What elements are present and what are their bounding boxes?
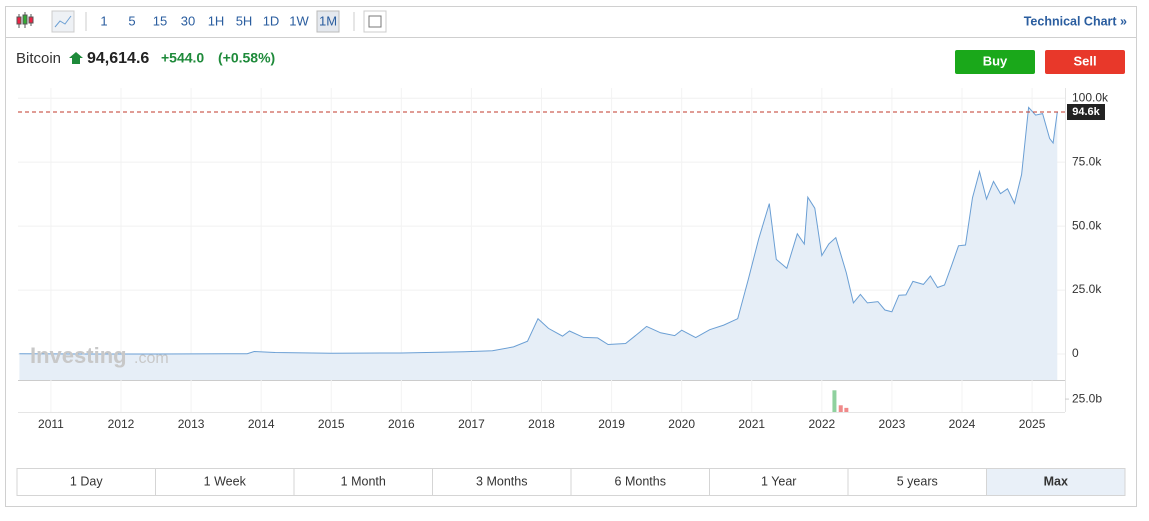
range-button[interactable] — [570, 468, 710, 496]
y-tick-label: 0 — [1072, 346, 1079, 360]
range-button[interactable] — [847, 468, 987, 496]
technical-chart-link[interactable]: Technical Chart » — [1024, 14, 1127, 28]
interval-button[interactable]: 5 — [128, 13, 135, 28]
settings-icon[interactable] — [363, 10, 387, 33]
interval-button[interactable]: 15 — [153, 13, 167, 28]
x-tick-label: 2024 — [949, 417, 976, 431]
x-tick-label: 2019 — [598, 417, 625, 431]
x-tick-label: 2014 — [248, 417, 275, 431]
range-label: Max — [1044, 474, 1068, 488]
instrument-name: Bitcoin — [16, 50, 61, 67]
volume-bar — [844, 407, 849, 412]
range-button[interactable] — [293, 468, 433, 496]
change-percent: (+0.58%) — [218, 50, 275, 66]
range-button[interactable] — [16, 468, 156, 496]
range-button[interactable] — [432, 468, 572, 496]
settings-glyph — [368, 15, 382, 28]
area-icon-line — [54, 15, 72, 28]
up-arrow — [69, 52, 83, 64]
interval-button[interactable]: 1M — [319, 13, 337, 28]
range-button[interactable] — [155, 468, 295, 496]
price: 94,614.6 — [87, 50, 149, 67]
x-tick-label: 2020 — [668, 417, 695, 431]
x-tick-label: 2011 — [38, 417, 64, 431]
price-line — [19, 106, 1058, 355]
range-label: 1 Month — [341, 474, 386, 488]
x-tick-label: 2021 — [738, 417, 765, 431]
watermark: Investing — [30, 343, 127, 368]
interval-active — [316, 10, 340, 33]
range-label: 6 Months — [615, 474, 666, 488]
buy-button[interactable] — [955, 50, 1035, 74]
x-tick-label: 2025 — [1019, 417, 1046, 431]
y-tick-label: 50.0k — [1072, 218, 1102, 232]
sell-label: Sell — [1073, 53, 1096, 68]
x-tick-label: 2018 — [528, 417, 555, 431]
x-tick-label: 2017 — [458, 417, 485, 431]
range-label: 1 Week — [204, 474, 247, 488]
price-area — [19, 107, 1058, 381]
range-label: 1 Year — [761, 474, 796, 488]
interval-button[interactable]: 1D — [263, 13, 280, 28]
range-label: 1 Day — [70, 474, 103, 488]
x-tick-label: 2015 — [318, 417, 345, 431]
range-button[interactable] — [986, 468, 1126, 496]
interval-button[interactable]: 30 — [181, 13, 195, 28]
interval-button[interactable]: 1H — [208, 13, 225, 28]
x-tick-label: 2016 — [388, 417, 415, 431]
interval-button[interactable]: 1W — [289, 13, 309, 28]
watermark-suffix: .com — [134, 350, 169, 367]
range-button[interactable] — [709, 468, 849, 496]
current-price-label: 94.6k — [1072, 106, 1100, 118]
interval-button[interactable]: 1 — [100, 13, 107, 28]
sell-button[interactable] — [1045, 50, 1125, 74]
area-icon[interactable] — [51, 10, 75, 33]
y-tick-label: 25.0k — [1072, 282, 1102, 296]
range-label: 3 Months — [476, 474, 527, 488]
volume-bar — [838, 405, 843, 412]
candle-icon — [16, 12, 34, 28]
range-label: 5 years — [897, 474, 938, 488]
y-tick-label: 75.0k — [1072, 154, 1102, 168]
current-price-tag — [1067, 104, 1105, 121]
x-tick-label: 2013 — [178, 417, 205, 431]
y-tick-label: 100.0k — [1072, 90, 1109, 104]
x-tick-label: 2012 — [108, 417, 135, 431]
frame — [5, 6, 1137, 507]
volume-bar — [832, 390, 837, 412]
buy-label: Buy — [983, 53, 1008, 68]
x-tick-label: 2022 — [808, 417, 835, 431]
volume-tick-label: 25.0b — [1072, 391, 1102, 405]
x-tick-label: 2023 — [879, 417, 906, 431]
change: +544.0 — [161, 50, 204, 66]
interval-button[interactable]: 5H — [236, 13, 253, 28]
